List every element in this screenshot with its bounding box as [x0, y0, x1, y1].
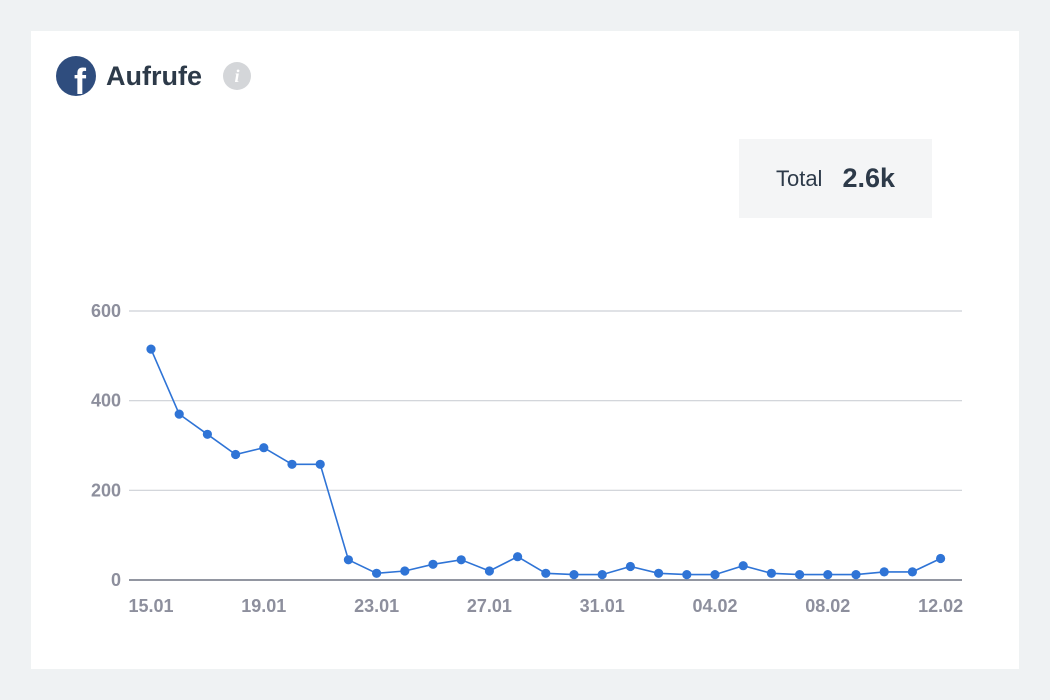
x-tick-label: 23.01 — [354, 596, 399, 616]
data-point — [795, 570, 805, 580]
data-point — [400, 566, 410, 576]
data-point — [569, 570, 579, 580]
x-tick-label: 19.01 — [241, 596, 286, 616]
data-point — [879, 567, 889, 577]
x-tick-label: 04.02 — [692, 596, 737, 616]
data-point — [343, 555, 353, 565]
total-summary: Total 2.6k — [739, 139, 932, 218]
x-tick-label: 08.02 — [805, 596, 850, 616]
x-tick-label: 31.01 — [580, 596, 625, 616]
total-label: Total — [775, 165, 823, 191]
y-tick-label: 0 — [111, 570, 121, 590]
chart-card — [31, 31, 1019, 669]
chart-header: f Aufrufe i — [56, 56, 251, 96]
data-point — [315, 459, 325, 469]
x-tick-label: 27.01 — [467, 596, 512, 616]
data-point — [541, 568, 551, 578]
data-point — [766, 568, 777, 578]
data-point — [597, 570, 607, 580]
series-line — [150, 348, 941, 576]
info-icon[interactable]: i — [223, 62, 251, 90]
data-point — [851, 570, 861, 580]
data-point — [484, 566, 494, 576]
y-tick-label: 400 — [91, 391, 121, 411]
data-point — [738, 561, 748, 571]
data-point — [823, 570, 833, 580]
data-point — [456, 555, 466, 565]
data-point — [259, 443, 269, 453]
data-point — [710, 570, 720, 580]
data-point — [428, 559, 438, 569]
y-tick-label: 200 — [91, 480, 121, 500]
chart-title: Aufrufe — [106, 60, 202, 91]
data-point — [231, 449, 241, 460]
data-point — [682, 570, 692, 580]
y-tick-label: 600 — [91, 301, 121, 321]
total-value: 2.6k — [842, 163, 896, 193]
data-point — [654, 568, 664, 578]
data-point — [625, 561, 636, 572]
data-point — [513, 552, 523, 562]
x-tick-label: 15.01 — [128, 596, 173, 616]
data-point — [174, 409, 184, 419]
data-point — [202, 429, 212, 439]
data-point — [907, 567, 918, 577]
data-point — [936, 553, 946, 564]
data-point — [146, 344, 156, 354]
x-tick-label: 12.02 — [918, 596, 963, 616]
data-point — [372, 568, 382, 578]
data-point — [287, 459, 297, 469]
facebook-icon: f — [56, 56, 96, 96]
